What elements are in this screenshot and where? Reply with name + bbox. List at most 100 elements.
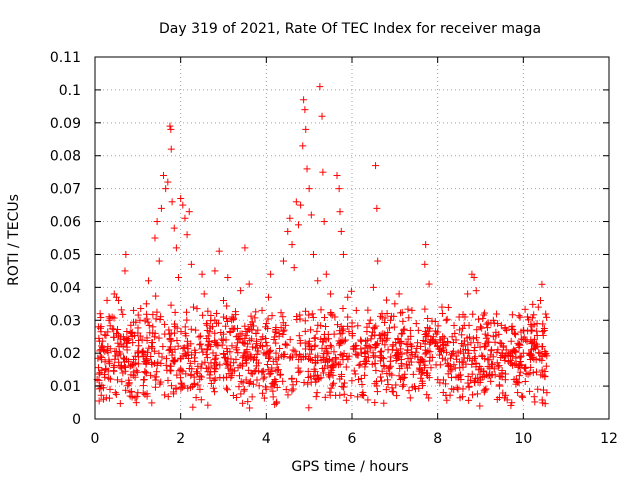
data-point — [167, 382, 175, 390]
data-point — [259, 375, 267, 383]
data-point — [490, 365, 498, 373]
data-point — [251, 314, 259, 322]
data-point — [462, 346, 470, 354]
data-point — [202, 320, 210, 328]
data-point — [205, 338, 213, 346]
data-point — [447, 351, 455, 359]
data-point — [511, 329, 519, 337]
data-point — [330, 348, 338, 356]
data-point — [120, 362, 128, 370]
data-point — [153, 308, 161, 316]
data-point — [481, 330, 489, 338]
data-point — [161, 391, 169, 399]
data-point — [398, 329, 406, 337]
data-point — [295, 332, 303, 340]
data-point — [467, 376, 475, 384]
data-point — [259, 367, 267, 375]
data-point — [427, 364, 435, 372]
data-point — [378, 377, 386, 385]
data-point — [436, 379, 444, 387]
data-point — [515, 379, 523, 387]
data-point — [176, 355, 184, 363]
data-point — [334, 321, 342, 329]
data-point — [385, 365, 393, 373]
data-point — [276, 371, 284, 379]
data-point — [369, 283, 377, 291]
data-point — [314, 277, 322, 285]
data-point — [106, 375, 114, 383]
data-point — [227, 355, 235, 363]
data-point — [532, 356, 540, 364]
data-point — [526, 369, 534, 377]
data-point — [378, 347, 386, 355]
data-point — [252, 308, 260, 316]
data-point — [521, 305, 529, 313]
data-point — [206, 371, 214, 379]
data-point — [538, 353, 546, 361]
data-point — [390, 312, 398, 320]
data-point — [339, 383, 347, 391]
data-point — [151, 333, 159, 341]
data-point — [507, 337, 515, 345]
data-point — [417, 370, 425, 378]
data-point — [98, 366, 106, 374]
data-point — [487, 377, 495, 385]
data-point — [532, 368, 540, 376]
data-point — [308, 310, 316, 318]
data-point — [511, 360, 519, 368]
data-point — [404, 335, 412, 343]
data-point — [454, 385, 462, 393]
data-point — [484, 362, 492, 370]
data-point — [167, 329, 175, 337]
data-point — [423, 391, 431, 399]
data-point — [479, 315, 487, 323]
data-point — [369, 352, 377, 360]
data-point — [509, 326, 517, 334]
data-point — [286, 336, 294, 344]
data-point — [501, 357, 509, 365]
data-point — [481, 343, 489, 351]
data-point — [264, 360, 272, 368]
data-point — [481, 309, 489, 317]
data-point — [342, 363, 350, 371]
data-point — [209, 384, 217, 392]
data-point — [424, 347, 432, 355]
data-point — [440, 346, 448, 354]
data-point — [166, 122, 174, 130]
data-point — [438, 310, 446, 318]
data-point — [247, 320, 255, 328]
data-point — [480, 372, 488, 380]
data-point — [165, 346, 173, 354]
data-point — [502, 326, 510, 334]
data-point — [259, 389, 267, 397]
x-tick-label: 12 — [600, 431, 618, 447]
data-point — [292, 378, 300, 386]
data-point — [402, 360, 410, 368]
data-point — [111, 355, 119, 363]
data-point — [334, 361, 342, 369]
data-point — [177, 195, 185, 203]
data-point — [329, 364, 337, 372]
data-point — [153, 361, 161, 369]
data-point — [343, 353, 351, 361]
data-point — [460, 354, 468, 362]
data-point — [484, 319, 492, 327]
data-point — [223, 317, 231, 325]
data-point — [474, 315, 482, 323]
data-point — [311, 334, 319, 342]
data-point — [489, 360, 497, 368]
data-point — [105, 374, 113, 382]
data-point — [134, 389, 142, 397]
data-point — [459, 393, 467, 401]
data-point — [167, 367, 175, 375]
data-point — [211, 267, 219, 275]
data-point — [134, 311, 142, 319]
data-point — [264, 293, 272, 301]
data-point — [339, 305, 347, 313]
data-point — [282, 321, 290, 329]
data-point — [223, 302, 231, 310]
data-point — [425, 280, 433, 288]
data-point — [508, 311, 516, 319]
data-point — [121, 267, 129, 275]
data-point — [292, 351, 300, 359]
